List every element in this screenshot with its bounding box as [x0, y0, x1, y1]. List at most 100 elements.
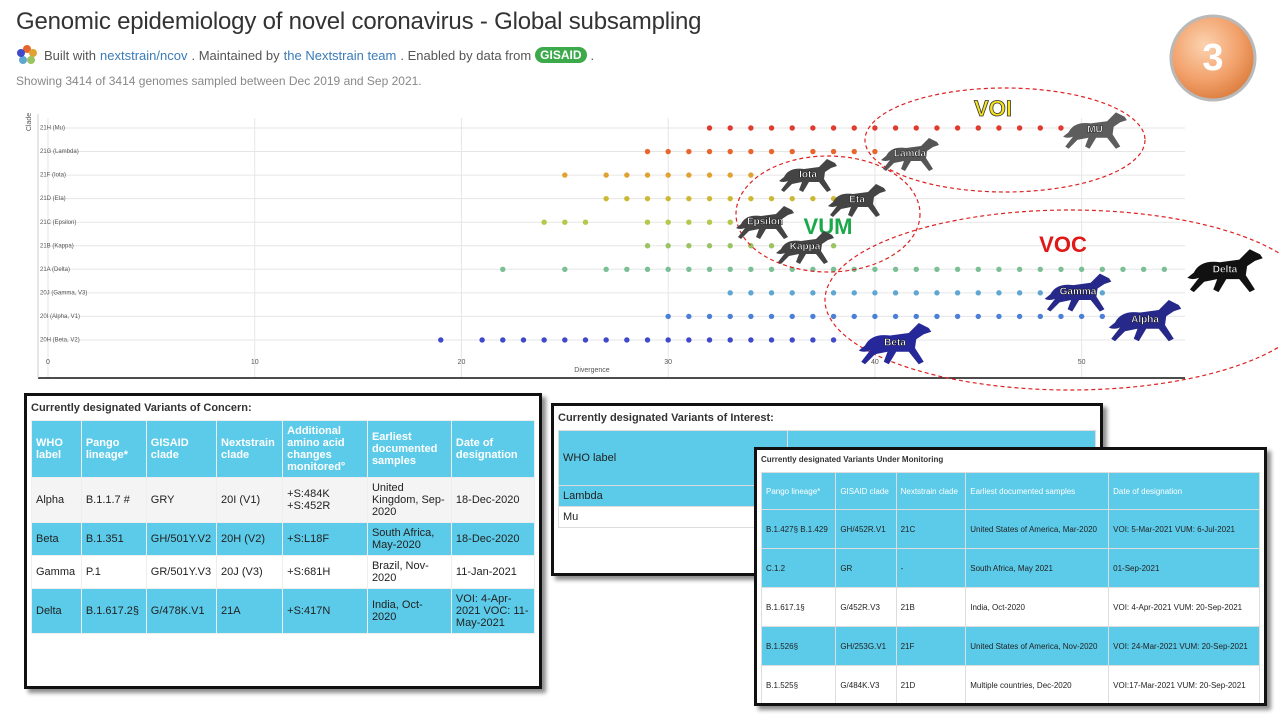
dot [768, 125, 775, 131]
header-cell: Earliest documented samples [366, 420, 452, 478]
cell: South Africa, May 2021 [965, 548, 1110, 588]
dot [810, 195, 816, 202]
vum-table: Currently designated Variants Under Moni… [754, 447, 1267, 706]
dot [789, 313, 795, 320]
cell: Multiple countries, Dec-2020 [965, 665, 1110, 703]
dot [686, 313, 692, 320]
dot [624, 266, 630, 272]
voc-table: Currently designated Variants of Concern… [24, 393, 542, 689]
dot [1099, 290, 1106, 296]
cell: 20I (V1) [216, 477, 284, 523]
cell: 18-Dec-2020 [450, 522, 536, 556]
dot [913, 290, 919, 296]
dot [603, 337, 609, 343]
cell: GR/501Y.V3 [145, 555, 218, 589]
dot [727, 266, 733, 272]
dot [520, 337, 527, 343]
header-cell: Date of designation [1108, 472, 1260, 510]
dot [1016, 313, 1023, 320]
dot [748, 313, 754, 320]
dot [830, 313, 837, 320]
dot [810, 148, 816, 155]
dot [1058, 125, 1064, 131]
credit-text: . Enabled by data from [400, 47, 532, 63]
dot [872, 313, 878, 320]
dot [624, 337, 630, 343]
dot [541, 337, 547, 343]
dot [934, 290, 940, 296]
dot [644, 219, 651, 225]
dot [768, 313, 775, 320]
cell: Lambda [557, 485, 789, 507]
y-tick-label: 20J (Gamma, V3) [40, 290, 87, 296]
dot [789, 337, 795, 343]
dot [872, 125, 878, 131]
cell: Brazil, Nov-2020 [366, 555, 452, 589]
cell: United States of America, Mar-2020 [965, 509, 1110, 549]
cell: P.1 [80, 555, 147, 589]
y-tick-label: 21D (Eta) [40, 196, 66, 202]
dot [748, 337, 754, 343]
dot [644, 266, 651, 272]
group-outlines [735, 87, 1280, 391]
dot [748, 148, 754, 155]
dot [706, 172, 713, 178]
header-cell: GISAID clade [145, 420, 218, 478]
header-cell: Nextstrain clade [216, 420, 284, 478]
cell: Gamma [31, 555, 82, 589]
cell: United Kingdom, Sep-2020 [366, 477, 452, 523]
cell: B.1.617.1§ [760, 587, 837, 627]
cell: +S:681H [282, 555, 368, 589]
dot [748, 290, 754, 296]
credit-text: . [590, 47, 595, 63]
dot [686, 195, 692, 202]
dot [582, 337, 589, 343]
dot [1140, 266, 1147, 272]
dot [603, 266, 609, 272]
header-cell: Pango lineage* [760, 472, 837, 510]
dot [748, 266, 754, 272]
horse-shape [1063, 112, 1127, 149]
dot [727, 290, 733, 296]
dot [954, 290, 961, 296]
horse [776, 231, 834, 264]
vum-ellipse [735, 155, 921, 273]
dot [603, 172, 609, 178]
cell: 21C [895, 509, 967, 549]
cell: B.1.427§ B.1.429 [760, 509, 837, 549]
cell: Alpha [31, 477, 82, 523]
cell: GRY [145, 477, 218, 523]
dot [1058, 266, 1064, 272]
header-row: WHO label Pango lineage* GISAID clade Nexts… [31, 420, 536, 478]
voc-ellipse [824, 209, 1280, 391]
dot [500, 266, 506, 272]
dot [789, 125, 795, 131]
dot [644, 337, 651, 343]
header-cell: Date of designation [450, 420, 536, 478]
dot [603, 195, 609, 202]
voi-ellipse [864, 87, 1146, 193]
cell: India, Oct-2020 [965, 587, 1110, 627]
dot [644, 195, 651, 202]
x-tick-label: 50 [1078, 359, 1086, 366]
cell: 21B [895, 587, 967, 627]
cell: GR [835, 548, 897, 588]
x-axis-label: Divergence [574, 367, 610, 374]
link[interactable]: nextstrain/ncov [100, 47, 188, 63]
dot [810, 313, 816, 320]
dot [996, 290, 1002, 296]
x-tick-label: 0 [46, 359, 50, 366]
link[interactable]: the Nextstrain team [283, 47, 397, 63]
cell: 20H (V2) [216, 522, 284, 556]
dot [1037, 290, 1043, 296]
dot [810, 125, 816, 131]
gisaid-badge[interactable]: GISAID [535, 47, 587, 63]
dot [748, 172, 754, 178]
row: B.1.427§ B.1.429 GH/452R.V1 21C United Stat… [760, 509, 1260, 549]
dot [686, 266, 692, 272]
dot [665, 195, 671, 202]
dot [789, 148, 795, 155]
header-cell: GISAID clade [835, 472, 897, 510]
